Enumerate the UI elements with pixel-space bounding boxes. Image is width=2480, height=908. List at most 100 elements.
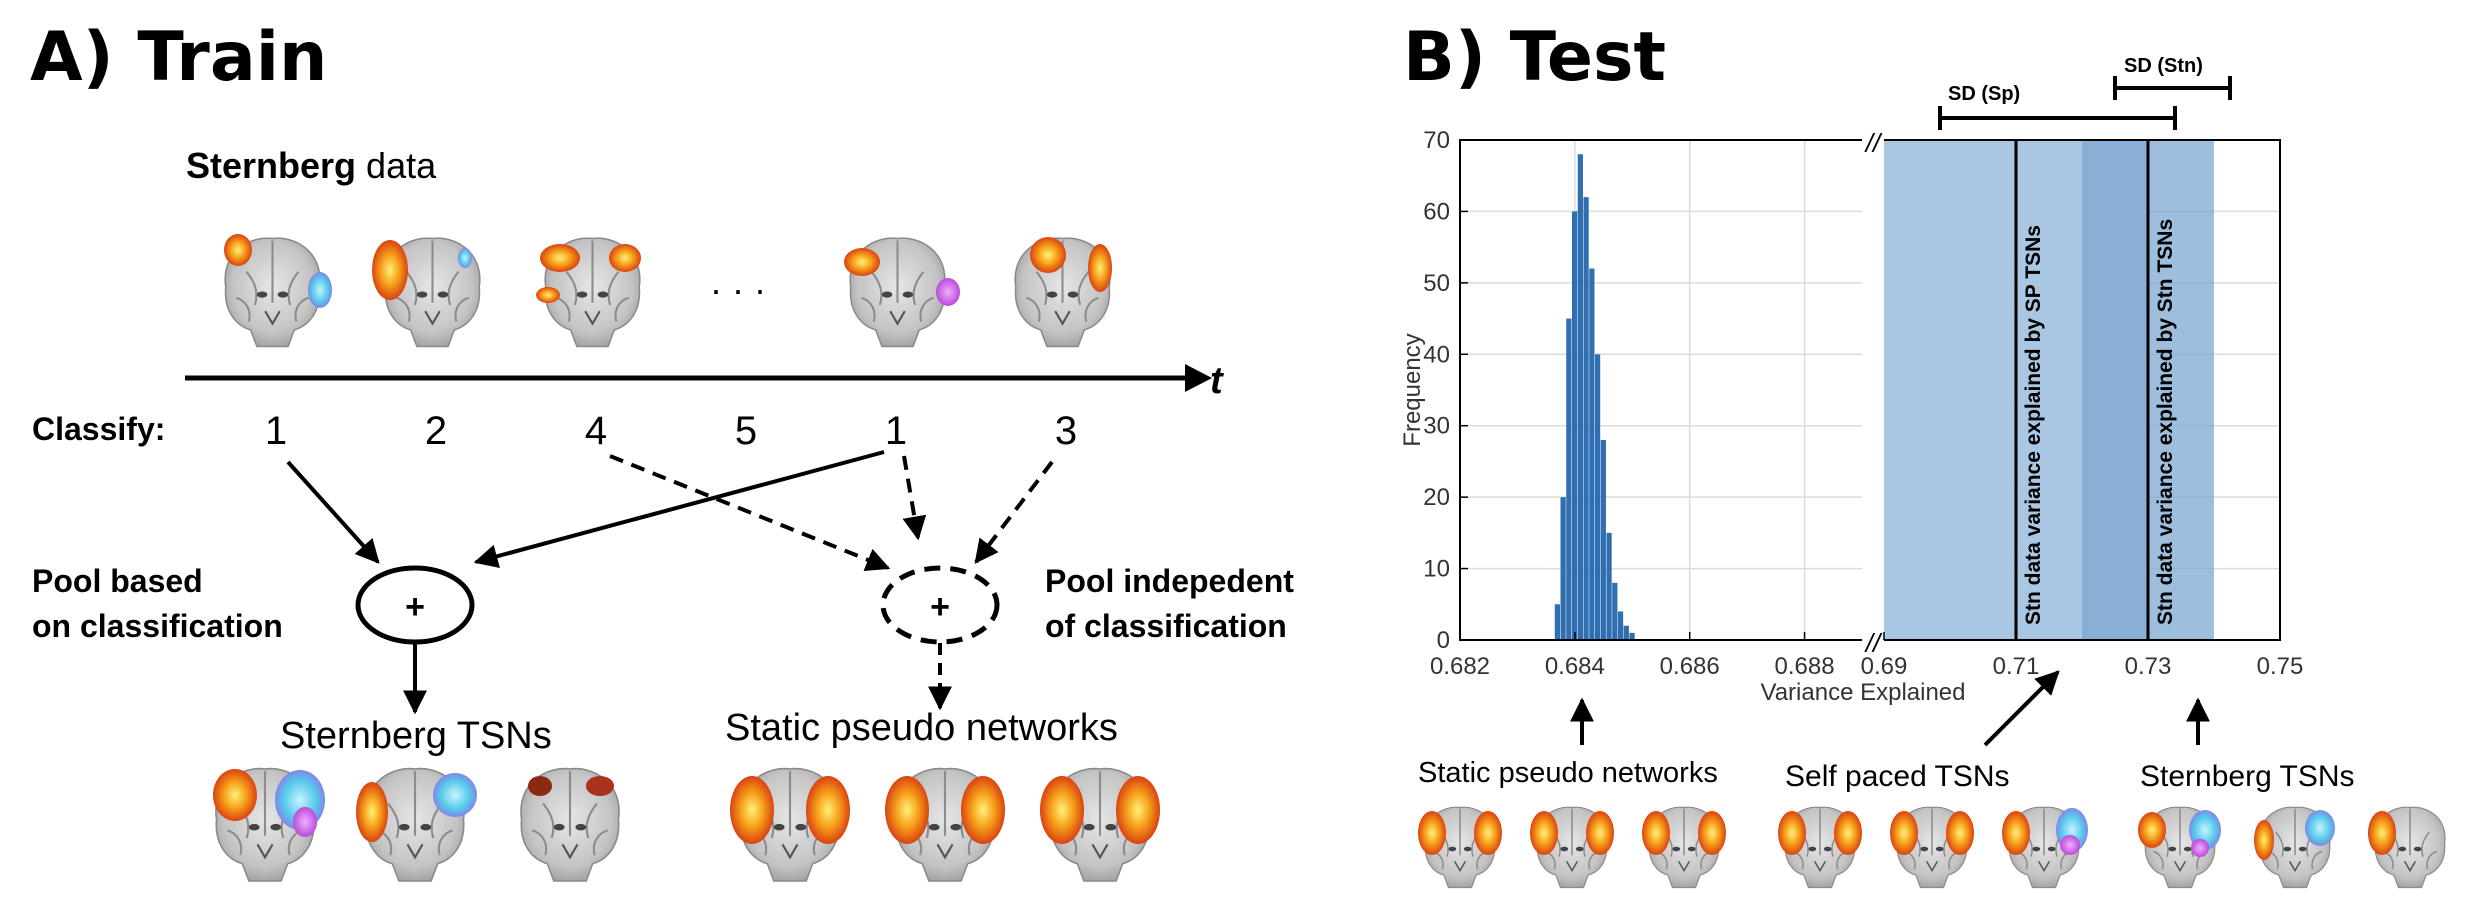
pool-classified-plus: + — [405, 588, 425, 626]
caption-sternberg: Sternberg TSNs — [2140, 760, 2355, 793]
histogram-bar — [1571, 211, 1578, 640]
pool-classified-node — [355, 565, 475, 645]
histogram-bar — [1583, 197, 1589, 640]
brain-input-3 — [536, 237, 641, 348]
y-tick-label: 20 — [1423, 484, 1450, 511]
output-sternberg-label: Sternberg TSNs — [280, 715, 552, 757]
brain-static-2 — [885, 767, 1005, 883]
histogram-bar — [1554, 604, 1560, 640]
histogram-bar — [1623, 625, 1629, 640]
histogram-bar — [1594, 354, 1601, 640]
brain-b-sp-2 — [1890, 806, 1974, 889]
histogram-bar — [1560, 497, 1566, 640]
panel-b-title: B) Test — [1403, 18, 1666, 97]
output-static-label: Static pseudo networks — [725, 707, 1118, 749]
x-tick-label: 0.73 — [2125, 653, 2172, 680]
sd-sp-label: SD (Sp) — [1948, 83, 2020, 105]
arrow-class3-to-static — [974, 460, 1054, 564]
histogram-bar — [1589, 268, 1595, 640]
x-tick-label: 0.682 — [1430, 653, 1490, 680]
brain-b-stn-1 — [2138, 806, 2221, 889]
histogram-plot: Stn data variance explained by SP TSNs St… — [1423, 127, 2303, 680]
pool-right-line1: Pool indepedent — [1045, 563, 1294, 599]
arrow-class4-to-static — [609, 454, 891, 572]
brain-input-5 — [844, 237, 960, 348]
histogram-bar — [1577, 154, 1583, 641]
brain-b-stn-2 — [2254, 806, 2335, 889]
pool-static-node — [880, 565, 1000, 645]
pool-left-line1: Pool based — [32, 563, 203, 599]
y-tick-label: 60 — [1423, 198, 1450, 225]
brain-input-6 — [1014, 237, 1112, 348]
class-3: 4 — [585, 409, 607, 453]
brain-row-b-static — [1418, 806, 1726, 889]
ellipsis: · · · — [710, 269, 766, 310]
panel-a-title: A) Train — [30, 18, 327, 97]
brain-b-static-1 — [1418, 806, 1502, 889]
time-axis-label: t — [1210, 360, 1224, 402]
axis-break-gap — [1862, 130, 1884, 650]
time-axis-arrowhead — [1185, 364, 1212, 392]
caption-static: Static pseudo networks — [1418, 757, 1718, 789]
arrow-class1-to-pool — [286, 460, 380, 564]
x-tick-label: 0.684 — [1545, 653, 1605, 680]
histogram-bar — [1566, 318, 1572, 640]
y-tick-label: 30 — [1423, 413, 1450, 440]
brain-input-1 — [224, 234, 332, 348]
class-4: 5 — [735, 409, 757, 453]
class-6: 3 — [1055, 409, 1077, 453]
brain-stn-1 — [213, 767, 325, 883]
histogram-bar — [1612, 582, 1618, 640]
brain-b-sp-3 — [2002, 806, 2088, 889]
histogram-bar — [1600, 440, 1606, 640]
sternberg-data-label: Sternberg data — [186, 145, 437, 186]
y-axis-label: Frequency — [1399, 333, 1426, 446]
y-tick-label: 40 — [1423, 341, 1450, 368]
brain-row-input — [224, 234, 1112, 348]
y-tick-label: 50 — [1423, 270, 1450, 297]
arrow-class1b-to-pool — [473, 450, 885, 568]
y-tick-label: 70 — [1423, 127, 1450, 154]
class-1: 1 — [265, 409, 287, 453]
brain-row-b-selfpaced — [1778, 806, 2088, 889]
x-tick-label: 0.686 — [1660, 653, 1720, 680]
x-axis-label: Variance Explained — [1760, 679, 1965, 706]
pool-static-plus: + — [930, 588, 950, 626]
brain-stn-3 — [519, 767, 621, 883]
brain-b-sp-1 — [1778, 806, 1862, 889]
y-tick-label: 0 — [1437, 627, 1450, 654]
brain-static-3 — [1040, 767, 1160, 883]
classify-label: Classify: — [32, 411, 165, 447]
brain-static-1 — [730, 767, 850, 883]
brain-b-static-2 — [1530, 806, 1614, 889]
x-tick-label: 0.69 — [1861, 653, 1908, 680]
panel-a: A) Train Sternberg data — [30, 18, 1294, 883]
x-tick-label: 0.75 — [2257, 653, 2304, 680]
class-5: 1 — [885, 409, 907, 453]
histogram-bar — [1617, 611, 1624, 640]
pool-left-line2: on classification — [32, 608, 283, 644]
x-tick-label: 0.688 — [1775, 653, 1835, 680]
arrow-selfpaced-caption — [1983, 670, 2060, 747]
axis-break-bottom: // — [1864, 628, 1883, 658]
brain-b-static-3 — [1642, 806, 1726, 889]
axis-break-top: // — [1864, 128, 1883, 158]
stn-tsn-line-label: Stn data variance explained by Stn TSNs — [2154, 219, 2177, 625]
sp-tsn-line-label: Stn data variance explained by SP TSNs — [2022, 225, 2045, 625]
sd-sp-bracket: SD (Sp) — [1938, 83, 2177, 130]
sd-stn-label: SD (Stn) — [2124, 55, 2203, 77]
histogram-bar — [1606, 532, 1612, 640]
sd-stn-bracket: SD (Stn) — [2113, 55, 2232, 100]
brain-stn-2 — [356, 767, 477, 883]
y-tick-label: 10 — [1423, 556, 1450, 583]
brain-row-b-sternberg — [2138, 806, 2446, 889]
caption-selfpaced: Self paced TSNs — [1785, 760, 2010, 793]
pool-right-line2: of classification — [1045, 608, 1287, 644]
class-2: 2 — [425, 409, 447, 453]
histogram-bar — [1629, 632, 1635, 640]
x-tick-label: 0.71 — [1993, 653, 2040, 680]
brain-input-2 — [372, 237, 481, 348]
brain-b-stn-3 — [2368, 806, 2446, 889]
arrow-class1b-to-static — [902, 455, 927, 541]
